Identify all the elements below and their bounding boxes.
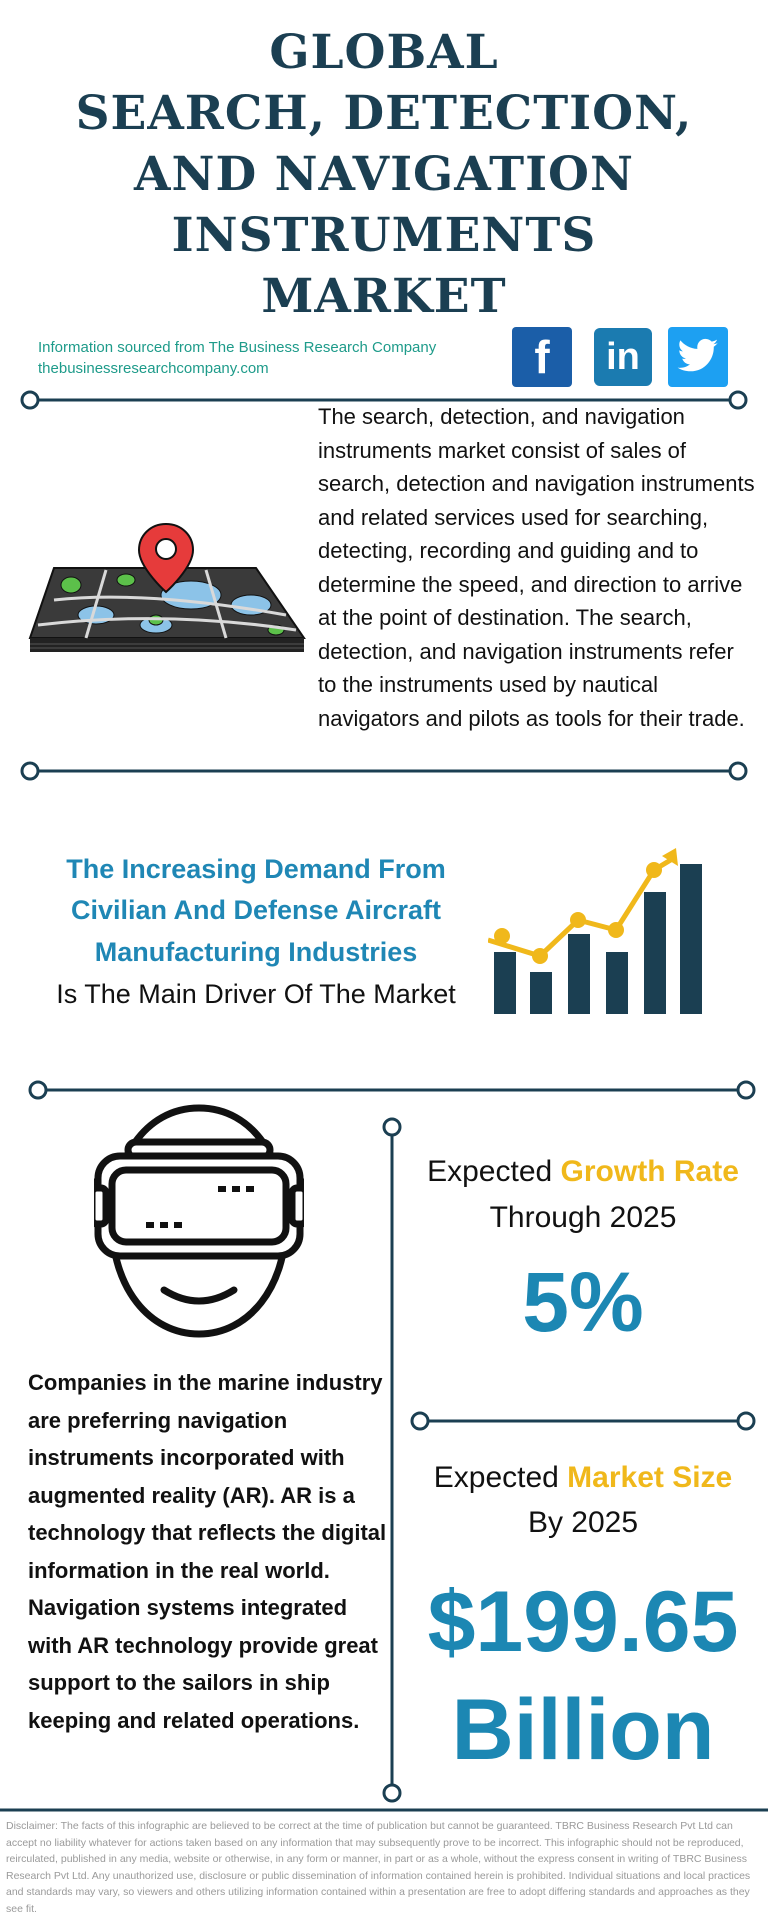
title-line-1: GLOBAL: [269, 25, 499, 80]
market-size-value-line-1: $199.65: [427, 1574, 739, 1670]
facebook-icon: f: [534, 331, 550, 383]
growth-prefix: Expected: [427, 1155, 561, 1188]
market-size-prefix: Expected: [433, 1461, 568, 1494]
linkedin-icon: in: [594, 328, 652, 386]
market-description: The search, detection, and navigation in…: [318, 404, 755, 731]
page-title: GLOBAL SEARCH, DETECTION, AND NAVIGATION…: [0, 22, 768, 327]
market-size-highlight: Market Size: [567, 1461, 733, 1494]
vr-headset-icon: [94, 1104, 304, 1338]
growth-subheading: Through 2025: [489, 1201, 677, 1234]
title-line-5: MARKET: [261, 269, 507, 324]
source-info: Information sourced from The Business Re…: [38, 337, 436, 379]
driver-line-3: Manufacturing Industries: [94, 937, 418, 967]
growth-value: 5%: [522, 1255, 644, 1349]
linkedin-link[interactable]: in: [593, 327, 653, 387]
title-line-2: SEARCH, DETECTION,: [75, 86, 693, 141]
growth-chart-icon: [488, 848, 702, 1014]
driver-line-4: Is The Main Driver Of The Market: [56, 979, 456, 1009]
title-line-3: AND NAVIGATION: [134, 147, 634, 202]
market-size-subheading: By 2025: [527, 1506, 639, 1539]
twitter-link[interactable]: [668, 327, 728, 387]
growth-heading: Expected Growth Rate: [402, 1150, 764, 1194]
source-text: Information sourced from The Business Re…: [38, 339, 437, 356]
twitter-icon: [677, 338, 719, 372]
driver-line-1: The Increasing Demand From: [66, 854, 446, 884]
facebook-link[interactable]: f: [512, 327, 572, 387]
disclaimer: Disclaimer: The facts of this infographi…: [6, 1820, 751, 1915]
market-size-heading: Expected Market Size: [402, 1456, 764, 1500]
driver-line-2: Civilian And Defense Aircraft: [70, 895, 442, 925]
growth-highlight: Growth Rate: [560, 1155, 739, 1188]
source-url[interactable]: thebusinessresearchcompany.com: [38, 360, 269, 377]
linkedin-glyph: in: [606, 335, 640, 378]
title-line-4: INSTRUMENTS: [171, 208, 597, 263]
ar-trend-text: Companies in the marine industry are pre…: [28, 1370, 387, 1733]
map-location-icon: [28, 522, 306, 652]
market-size-value-line-2: Billion: [451, 1682, 715, 1778]
